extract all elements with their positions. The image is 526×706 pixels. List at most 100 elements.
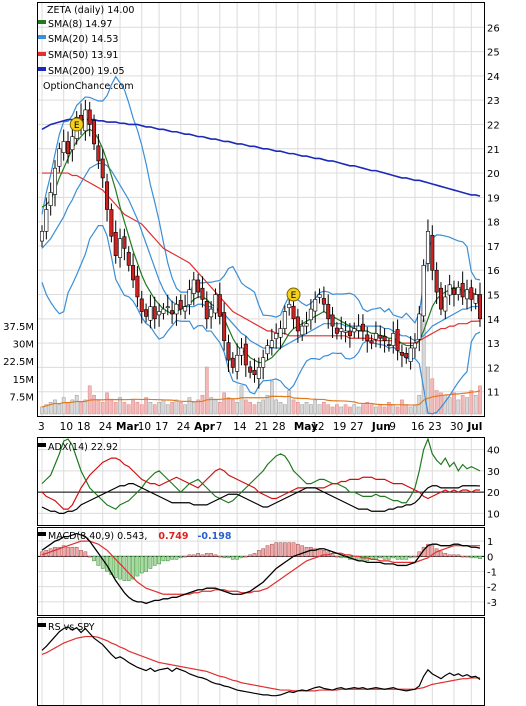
date-tick-label: Mar [116,421,140,433]
price-tick-label: 25 [487,48,500,59]
candle-body [256,367,261,379]
volume-bar [161,399,166,415]
price-tick-label: 14 [487,315,500,326]
candle-body [421,265,426,317]
macd-label: MACD(8,40,9) 0.543, [48,531,147,542]
candle-body [395,329,400,351]
volume-tick-label: 37.5M [3,322,34,333]
volume-bar [478,385,482,415]
macd-histogram-bar [239,556,244,559]
date-tick-label: 23 [428,421,441,433]
macd-histogram-bar [287,542,292,557]
price-tick-label: 19 [487,193,500,204]
macd-histogram-bar [152,556,157,566]
candle-body [274,333,279,340]
date-tick-label: 28 [272,421,285,433]
volume-bar [126,404,131,415]
price-tick-label: 18 [487,218,500,229]
volume-bar [439,392,443,415]
volume-bar [352,404,357,415]
macd-histogram-bar [235,556,239,560]
macd-histogram-bar [248,554,253,557]
candle-body [334,327,339,334]
macd-signal-line [41,540,480,595]
macd-histogram-bar [252,553,257,557]
adx-legend: ADX(14) 22.92 [38,442,118,453]
macd-histogram-bar [456,554,461,557]
candle-body [408,347,413,362]
price-panel-frame [37,2,485,417]
earnings-marker [69,117,84,132]
volume-bar [57,404,62,415]
candle-body [235,354,240,372]
volume-bar [191,402,196,415]
price-candles [39,99,482,389]
macd-histogram-bar [430,545,435,557]
bollinger-bands [41,75,481,415]
macd-histogram-bar [230,556,235,560]
candle-body [425,231,430,264]
volume-bar [274,399,279,415]
volume-bar [196,399,200,415]
volume-bar [287,390,292,415]
sma8-line [41,128,481,364]
volume-bar [243,399,248,415]
macd-histogram-bar [131,556,135,580]
volume-bar [48,402,53,415]
volume-bar [348,406,352,415]
macd-histogram-bar [300,545,305,557]
watermark: OptionChance.com [43,81,134,92]
macd-histogram-bar [87,556,92,558]
volume-bar [400,399,404,415]
candle-body [152,306,157,320]
volume-bar [157,402,161,415]
candle-body [365,334,370,341]
moving-average-lines [41,118,481,364]
volume-bar [144,397,148,415]
volume-bar [40,406,44,415]
candle-body [369,340,374,344]
candle-body [187,289,192,306]
candle-body [66,141,71,154]
macd-histogram-bar [309,546,313,557]
candle-body [477,294,482,320]
macd-histogram-bar [226,556,231,559]
volume-bar [235,402,239,415]
date-tick-label: 24 [177,421,191,433]
macd-histogram-bar [196,553,200,557]
candle-body [304,323,309,327]
macd-histogram-bar [74,546,79,557]
price-tick-label: 16 [487,266,500,277]
volume-tick-label: 30M [13,340,34,351]
volume-average-line [41,390,481,408]
candle-body [278,328,283,338]
candle-body [378,335,383,339]
rs-line [41,626,481,697]
rs-legend: RS vs SPY [38,622,95,633]
candle-body [248,366,253,373]
macd-histogram-bar [135,556,140,577]
date-tick-label: 21 [255,421,268,433]
candle-body [464,289,469,300]
volume-bar [109,399,114,415]
candle-body [386,344,391,346]
candle-body [356,325,361,331]
adx-tick-label: 10 [487,509,500,520]
volume-bar [118,397,122,415]
candle-body [204,301,209,320]
volume-tick-label: 7.5M [9,392,34,403]
macd-histogram-bar [126,556,131,581]
volume-bar [374,406,378,415]
volume-bar [53,399,57,415]
volume-bar [361,404,365,415]
sma200-line [41,118,481,197]
macd-histogram-bar [443,553,448,557]
candle-body [391,333,396,346]
candle-body [347,330,352,337]
candle-body [131,265,136,281]
price-tick-label: 15 [487,291,500,302]
candle-body [412,342,417,349]
volume-bar [317,404,322,415]
candle-body [105,181,110,210]
